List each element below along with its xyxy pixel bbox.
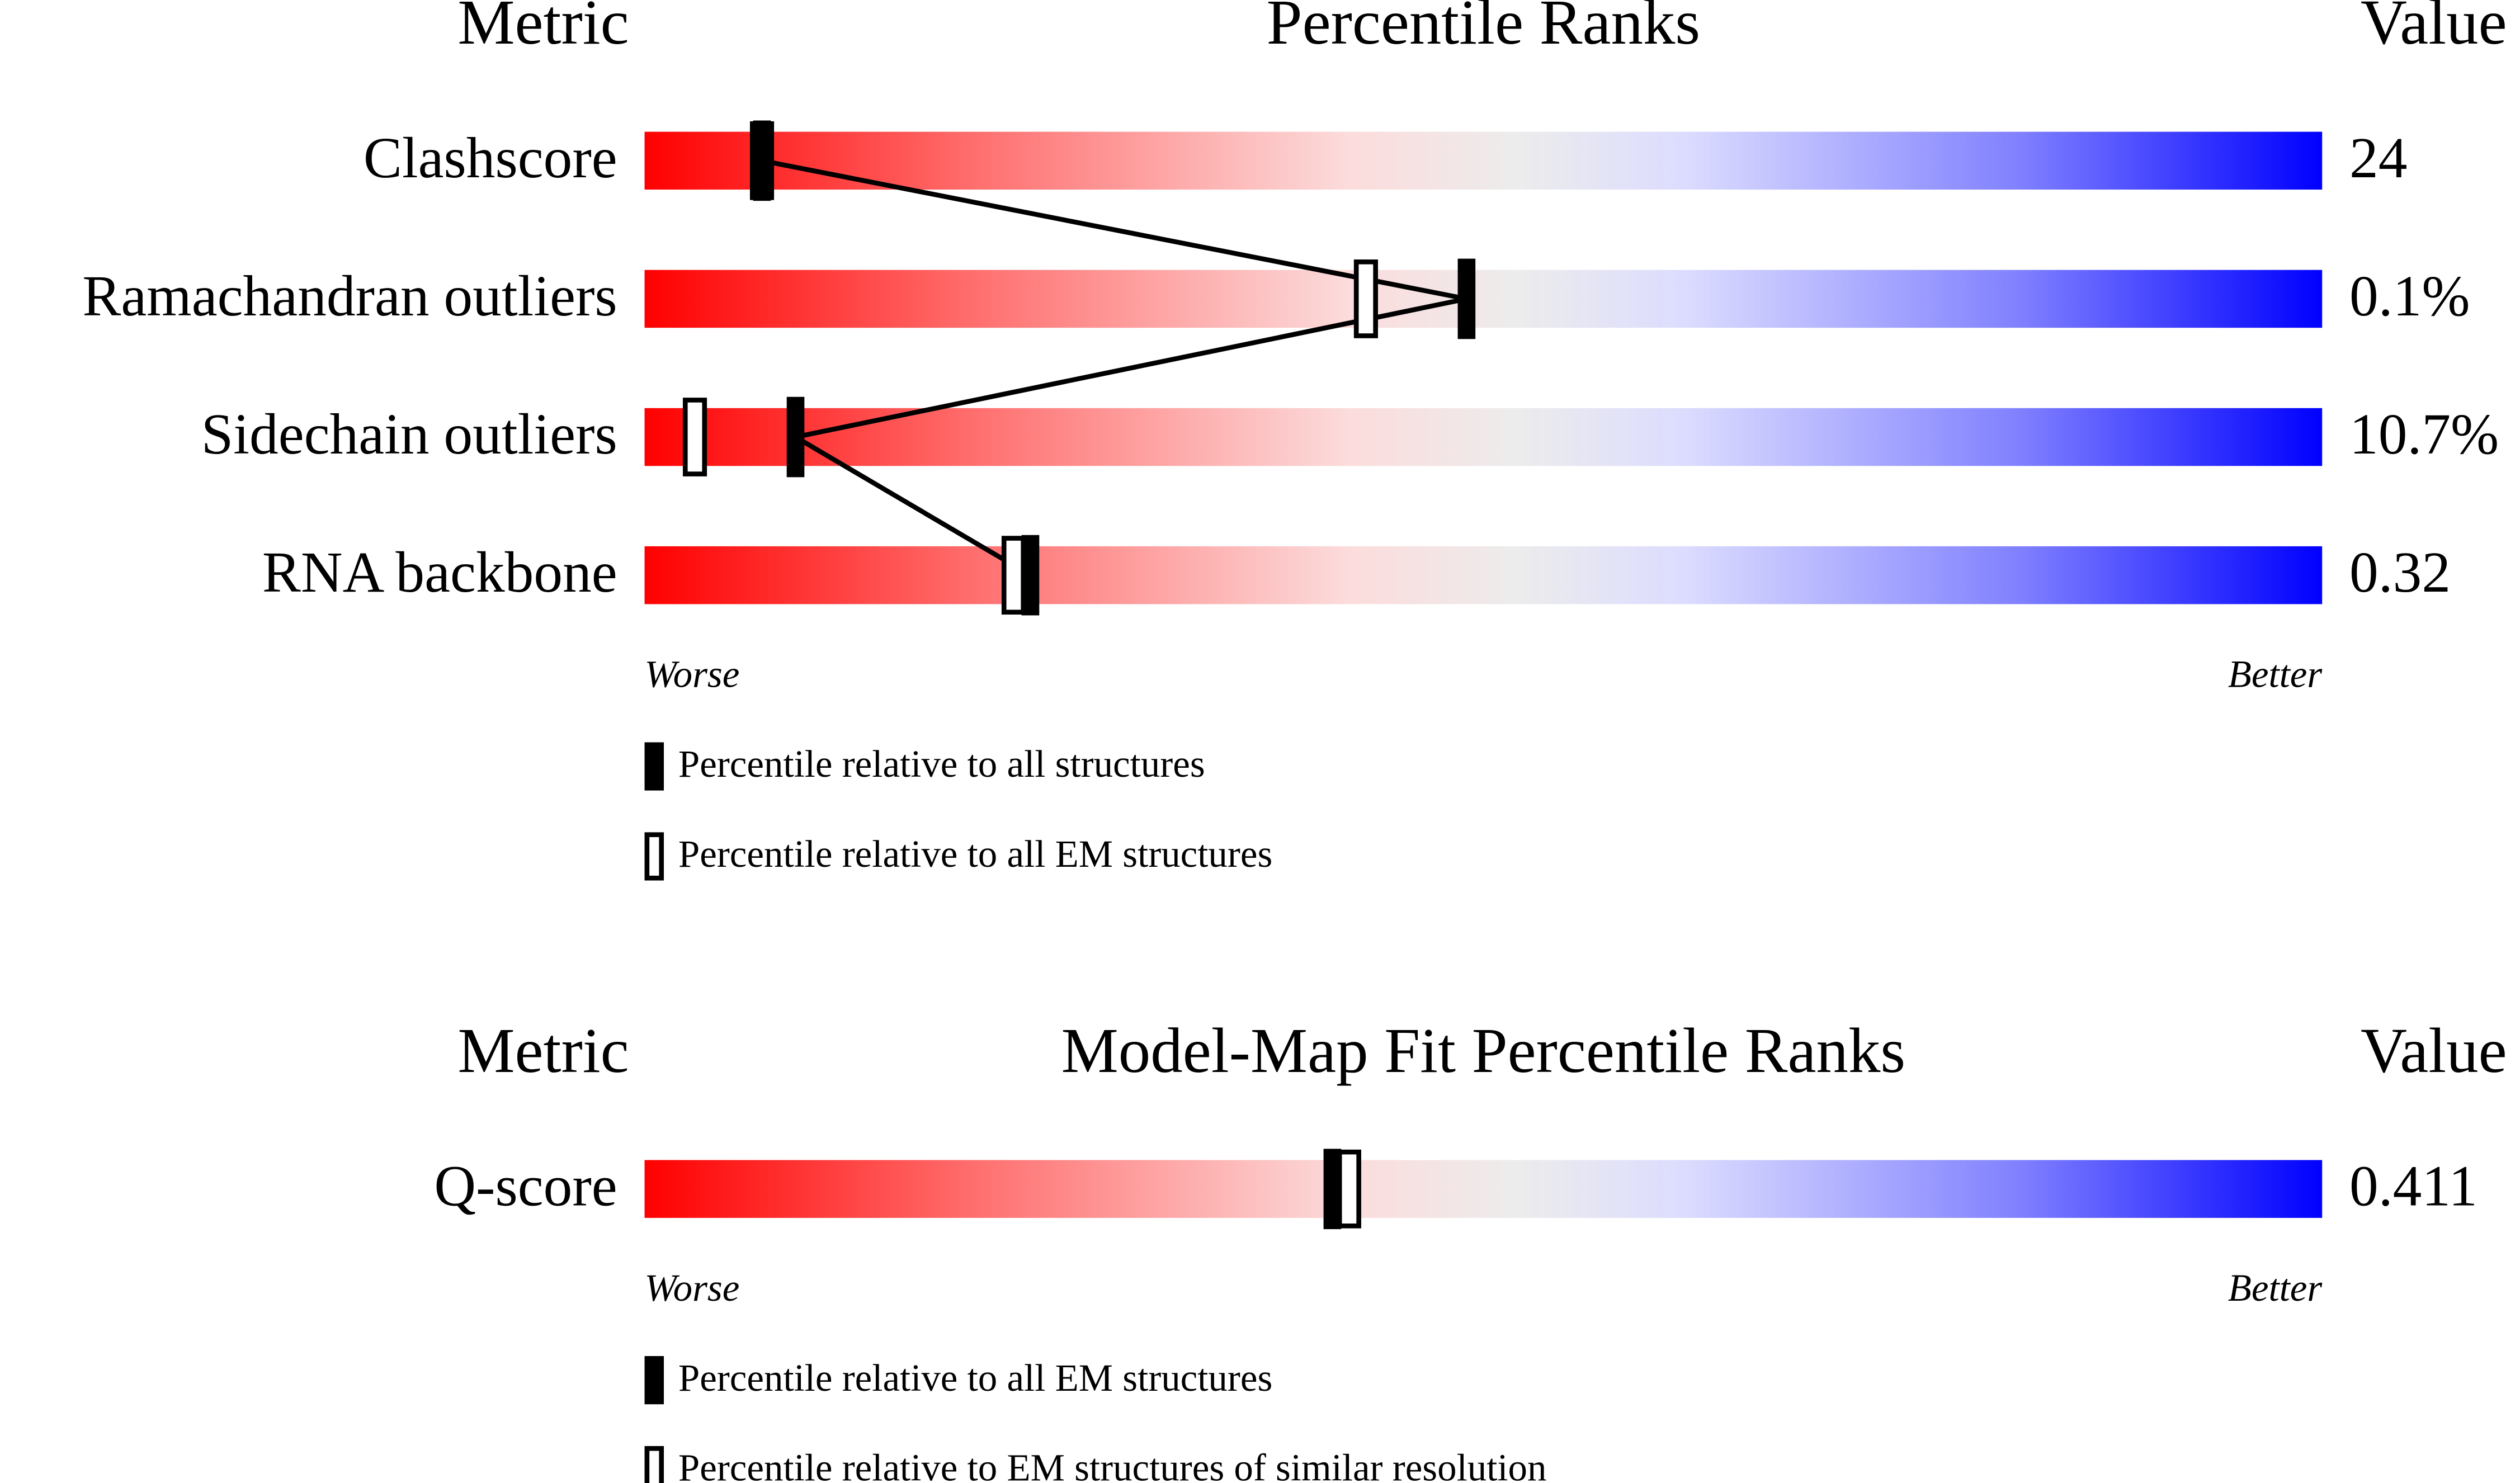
metric-header: Metric — [457, 1015, 629, 1086]
metric-value: 24 — [2349, 126, 2407, 190]
legend-label: Percentile relative to EM structures of … — [678, 1447, 1547, 1483]
value-header: Value — [2361, 1015, 2507, 1086]
percentile-marker-filled — [1323, 1149, 1342, 1230]
chart-title: Percentile Ranks — [1267, 0, 1700, 58]
legend-symbol — [644, 1356, 664, 1405]
percentile-marker-open — [1337, 1149, 1361, 1229]
percentile-bar — [644, 546, 2323, 604]
percentile-bar — [644, 1160, 2323, 1218]
worse-label: Worse — [645, 653, 740, 695]
metric-label: Clashscore — [364, 126, 617, 190]
value-header: Value — [2361, 0, 2507, 58]
metric-value: 0.32 — [2349, 541, 2451, 604]
legend-label: Percentile relative to all EM structures — [678, 833, 1272, 875]
percentile-bar — [644, 270, 2323, 328]
metric-value: 0.411 — [2349, 1155, 2477, 1218]
percentile-marker-filled — [1021, 535, 1040, 616]
worse-label: Worse — [645, 1267, 740, 1309]
metric-value: 10.7% — [2349, 403, 2499, 466]
legend-symbol — [644, 742, 664, 791]
chart-title: Model-Map Fit Percentile Ranks — [1061, 1015, 1906, 1086]
percentile-marker-open — [1353, 259, 1378, 338]
legend-symbol — [644, 1446, 664, 1483]
legend-label: Percentile relative to all EM structures — [678, 1357, 1272, 1399]
percentile-marker-filled — [786, 396, 805, 478]
metric-header: Metric — [457, 0, 629, 58]
percentile-marker-open — [682, 398, 707, 476]
percentile-marker-open — [1001, 536, 1026, 615]
metric-label: Ramachandran outliers — [82, 265, 617, 328]
percentile-marker-filled — [1457, 258, 1476, 339]
percentile-bar — [644, 131, 2323, 190]
percentile-bar — [644, 408, 2323, 466]
percentile-marker-filled — [753, 120, 771, 201]
better-label: Better — [2228, 1267, 2323, 1309]
connector-line — [761, 158, 1467, 578]
metric-label: Sidechain outliers — [201, 403, 617, 466]
legend-label: Percentile relative to all structures — [678, 743, 1205, 785]
metric-label: Q-score — [434, 1155, 617, 1218]
metric-value: 0.1% — [2349, 265, 2470, 328]
better-label: Better — [2228, 653, 2323, 695]
metric-label: RNA backbone — [262, 541, 617, 604]
legend-symbol — [644, 832, 664, 881]
